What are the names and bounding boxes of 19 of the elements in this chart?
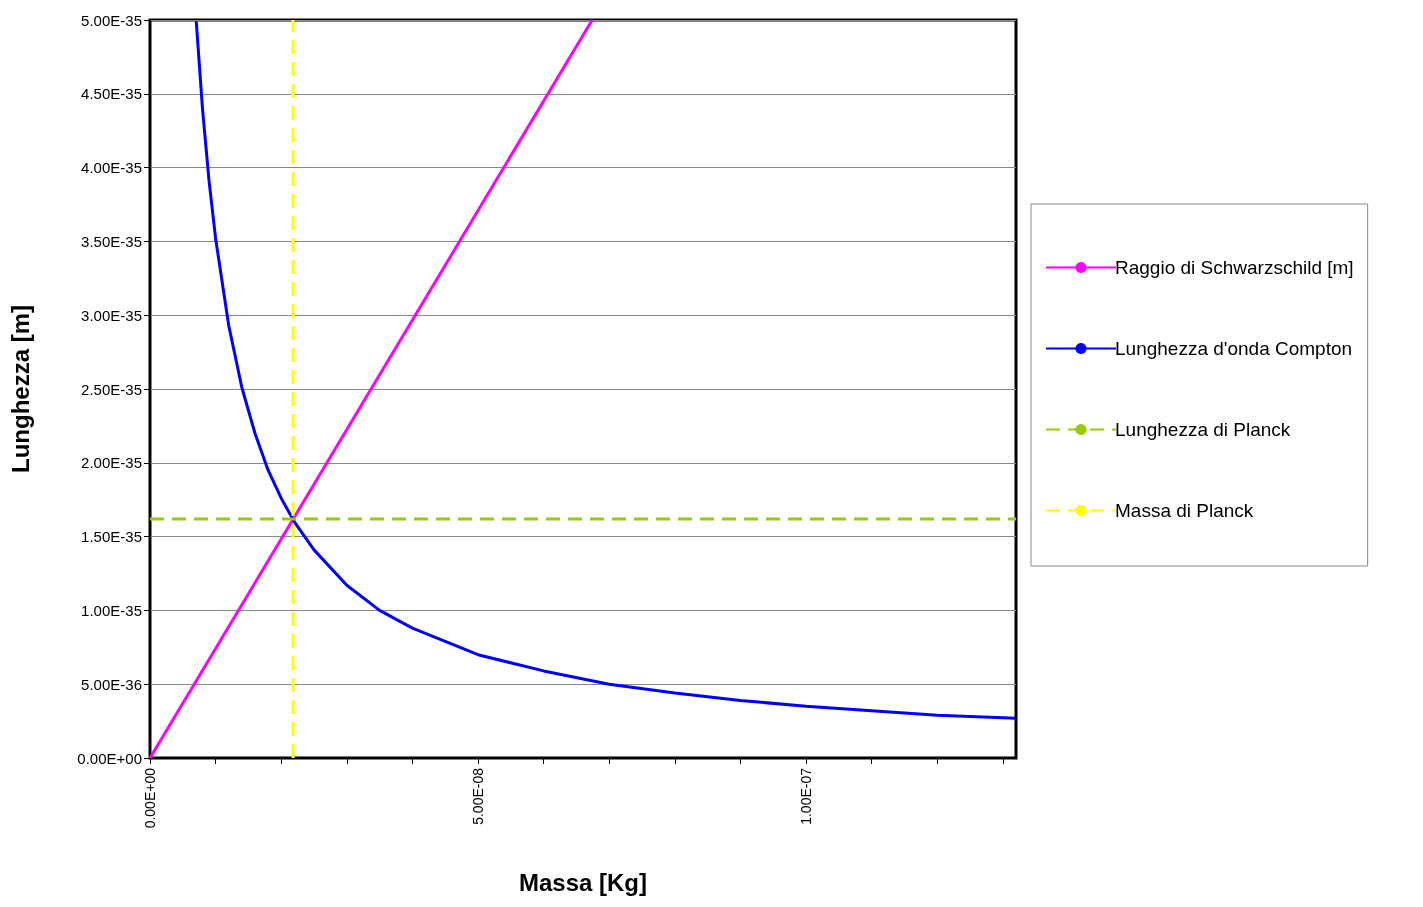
x-tick-label: 5.00E-08 (470, 767, 487, 825)
y-axis-title: Lunghezza [m] (6, 305, 34, 473)
y-tick-label: 1.50E-35 (81, 528, 142, 546)
legend-label: Lunghezza di Planck (1115, 419, 1291, 440)
y-tick-label: 4.00E-35 (81, 159, 142, 177)
x-axis-title: Massa [Kg] (518, 868, 648, 896)
y-tick-label: 5.00E-36 (81, 675, 142, 693)
y-tick-label: 4.50E-35 (81, 85, 142, 103)
y-tick-label: 2.00E-35 (81, 454, 142, 472)
y-tick-label: 5.00E-35 (81, 11, 142, 29)
y-tick-label: 2.50E-35 (81, 380, 142, 398)
y-tick-label: 1.00E-35 (81, 601, 142, 619)
legend-label: Lunghezza d'onda Compton (1115, 338, 1353, 359)
legend-label: Massa di Planck (1115, 500, 1254, 521)
y-tick-label: 3.50E-35 (81, 232, 142, 250)
y-tick-label: 3.00E-35 (81, 306, 142, 324)
legend-label: Raggio di Schwarzschild [m] (1115, 257, 1354, 278)
y-tick-label: 0.00E+00 (77, 749, 142, 767)
x-tick-label: 1.00E-07 (798, 767, 815, 825)
